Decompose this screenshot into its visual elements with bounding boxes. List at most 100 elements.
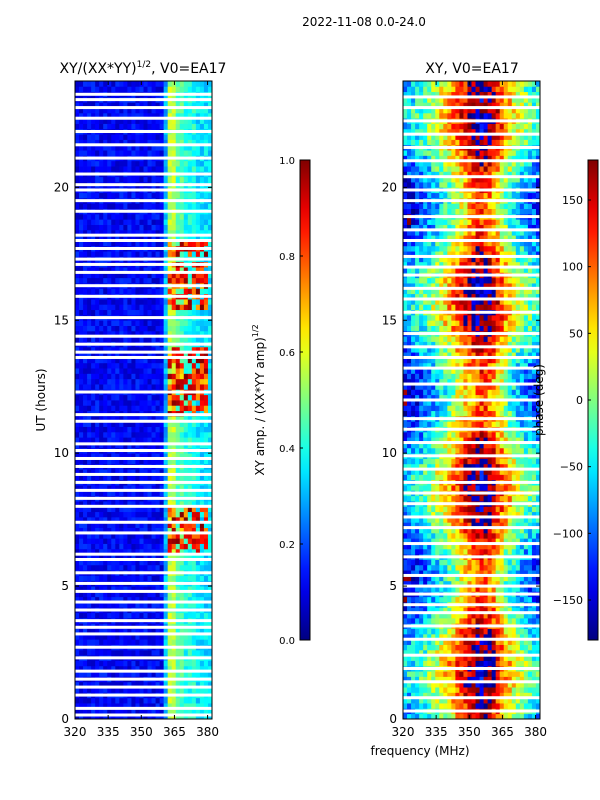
heatmap-cell <box>175 469 181 475</box>
heatmap-cell <box>135 384 140 390</box>
heatmap-cell <box>135 219 140 225</box>
flagged-row <box>75 350 212 354</box>
heatmap-cell <box>175 639 181 645</box>
heatmap-cell <box>171 559 177 566</box>
heatmap-cell <box>159 453 165 459</box>
heatmap-cell <box>191 713 197 720</box>
heatmap-cell <box>107 166 112 172</box>
heatmap-cell <box>515 676 521 683</box>
heatmap-cell <box>183 586 189 592</box>
heatmap-cell <box>143 426 148 433</box>
heatmap-cell <box>195 176 201 183</box>
heatmap-cell <box>203 506 209 513</box>
heatmap-cell <box>179 437 185 443</box>
heatmap-cell <box>439 633 444 640</box>
heatmap-cell <box>187 123 193 130</box>
heatmap-cell <box>123 192 128 199</box>
heatmap-cell <box>91 511 96 518</box>
heatmap-cell <box>203 86 209 93</box>
heatmap-cell <box>91 325 96 332</box>
heatmap-cell <box>95 649 100 656</box>
heatmap-cell <box>79 469 84 475</box>
heatmap-cell <box>163 564 169 571</box>
heatmap-cell <box>175 203 181 209</box>
heatmap-cell <box>203 304 209 311</box>
heatmap-cell <box>515 692 521 699</box>
heatmap-cell <box>531 628 537 635</box>
heatmap-cell <box>107 325 112 332</box>
heatmap-cell <box>119 522 124 528</box>
heatmap-cell <box>131 213 136 220</box>
heatmap-cell <box>175 708 181 715</box>
heatmap-cell <box>159 458 165 465</box>
heatmap-cell <box>91 628 96 635</box>
heatmap-cell <box>411 655 416 661</box>
heatmap-cell <box>151 277 156 284</box>
heatmap-cell <box>463 676 468 683</box>
heatmap-cell <box>119 235 124 241</box>
heatmap-cell <box>147 357 152 364</box>
heatmap-cell <box>463 703 468 709</box>
heatmap-cell <box>107 421 112 427</box>
heatmap-cell <box>487 671 493 677</box>
heatmap-cell <box>175 134 181 140</box>
heatmap-cell <box>431 713 436 720</box>
heatmap-cell <box>203 602 209 608</box>
heatmap-cell <box>151 325 156 332</box>
heatmap-cell <box>179 421 185 427</box>
heatmap-cell <box>75 144 80 151</box>
heatmap-cell <box>519 713 525 720</box>
heatmap-cell <box>167 213 173 220</box>
heatmap-cell <box>79 235 84 241</box>
heatmap-cell <box>407 644 412 651</box>
heatmap-cell <box>131 288 136 295</box>
heatmap-cell <box>435 713 440 720</box>
heatmap-cell <box>427 687 432 693</box>
heatmap-cell <box>183 213 189 220</box>
heatmap-cell <box>155 235 161 241</box>
heatmap-cell <box>91 501 96 507</box>
heatmap-cell <box>99 687 104 693</box>
heatmap-cell <box>75 703 80 709</box>
amplitude-colorbar: 0.00.20.40.60.81.0 XY amp. / (XX*YY amp)… <box>251 156 311 647</box>
heatmap-cell <box>207 219 213 225</box>
heatmap-cell <box>163 681 169 688</box>
heatmap-cell <box>495 649 501 656</box>
heatmap-cell <box>107 708 112 715</box>
heatmap-cell <box>115 453 120 459</box>
heatmap-cell <box>455 612 460 619</box>
heatmap-cell <box>179 362 185 369</box>
heatmap-cell <box>163 352 169 358</box>
phase-heatmap <box>403 81 541 720</box>
heatmap-cell <box>163 325 169 332</box>
heatmap-cell <box>127 708 132 715</box>
heatmap-cell <box>427 612 432 619</box>
heatmap-cell <box>107 639 112 645</box>
heatmap-cell <box>95 596 100 603</box>
heatmap-cell <box>207 490 213 497</box>
heatmap-cell <box>111 160 116 167</box>
heatmap-cell <box>183 394 189 401</box>
heatmap-cell <box>127 123 132 130</box>
heatmap-cell <box>199 421 205 427</box>
heatmap-cell <box>111 490 116 497</box>
heatmap-cell <box>131 453 136 459</box>
heatmap-cell <box>119 240 124 247</box>
heatmap-cell <box>127 665 132 672</box>
heatmap-cell <box>79 118 84 124</box>
x-tick-label: 320 <box>64 725 87 739</box>
heatmap-cell <box>79 415 84 422</box>
heatmap-cell <box>127 224 132 231</box>
heatmap-cell <box>107 649 112 656</box>
heatmap-cell <box>155 633 161 640</box>
heatmap-cell <box>151 469 156 475</box>
heatmap-cell <box>403 633 408 640</box>
heatmap-cell <box>175 458 181 465</box>
heatmap-cell <box>199 660 205 667</box>
heatmap-cell <box>107 437 112 443</box>
heatmap-cell <box>99 192 104 199</box>
heatmap-cell <box>79 591 84 598</box>
heatmap-cell <box>171 649 177 656</box>
heatmap-cell <box>519 596 525 603</box>
heatmap-cell <box>83 176 88 183</box>
